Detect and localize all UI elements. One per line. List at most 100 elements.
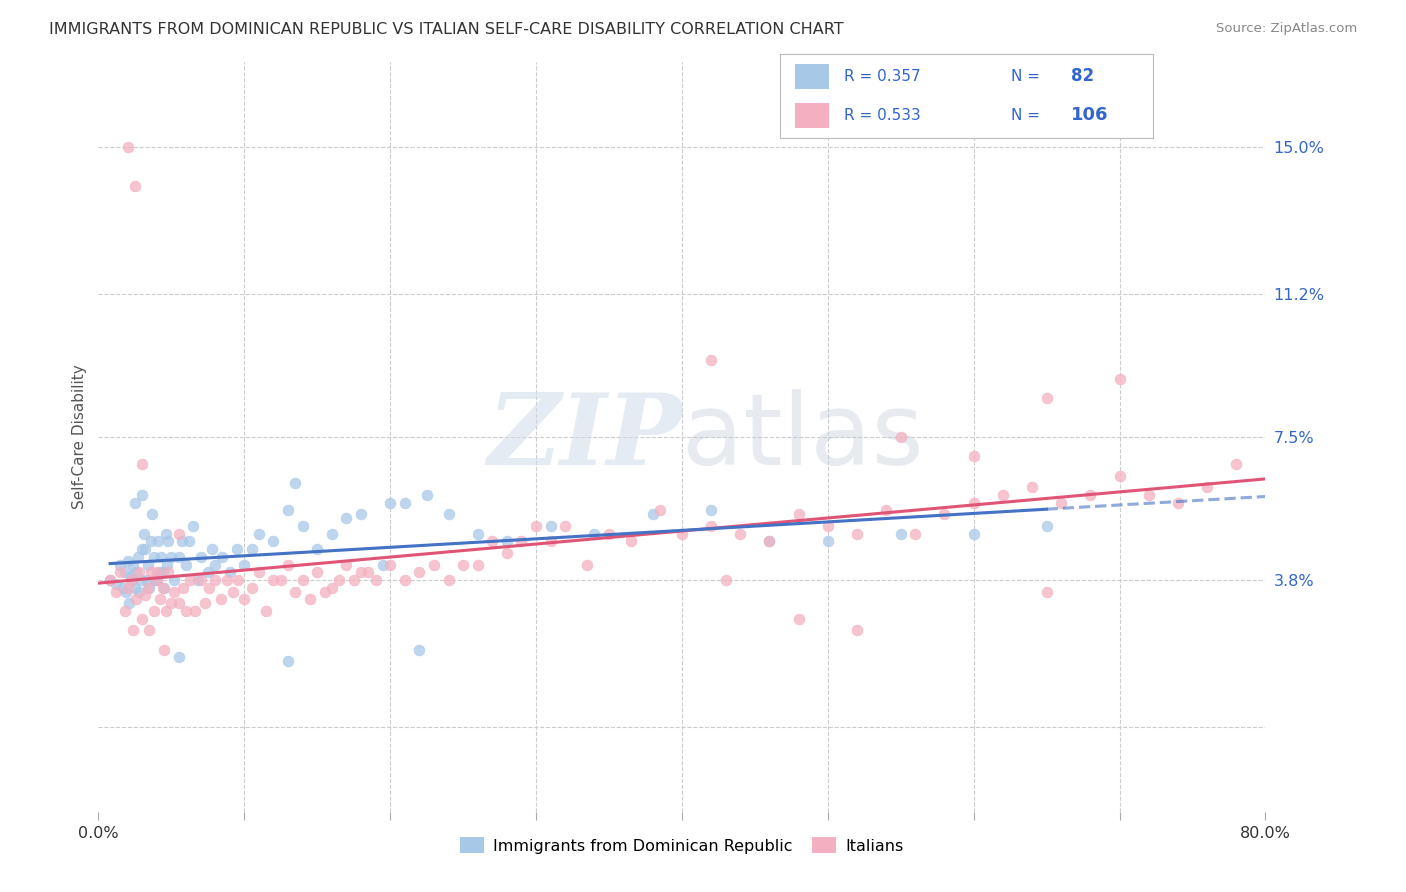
Point <box>1035 392 1057 406</box>
Point <box>380 558 402 572</box>
Point <box>240 581 263 595</box>
Text: R = 0.533: R = 0.533 <box>844 108 921 123</box>
Point <box>226 542 249 557</box>
Point <box>934 508 956 522</box>
Point <box>174 604 197 618</box>
Legend: Immigrants from Dominican Republic, Italians: Immigrants from Dominican Republic, Ital… <box>454 830 910 860</box>
Point <box>991 488 1014 502</box>
Point <box>155 604 177 618</box>
Point <box>136 581 159 595</box>
Point <box>496 546 519 560</box>
Text: N =: N = <box>1011 108 1045 123</box>
Point <box>152 566 174 580</box>
Point <box>415 488 437 502</box>
Point <box>321 581 343 595</box>
Text: atlas: atlas <box>682 389 924 485</box>
Point <box>153 642 176 657</box>
Point <box>240 542 263 557</box>
Point <box>167 526 190 541</box>
Text: N =: N = <box>1011 69 1045 84</box>
Point <box>131 612 153 626</box>
Point <box>128 584 150 599</box>
Point <box>451 558 474 572</box>
Point <box>209 592 232 607</box>
Point <box>307 566 329 580</box>
Point <box>962 526 984 541</box>
Point <box>314 584 336 599</box>
Point <box>181 519 204 533</box>
Point <box>481 534 503 549</box>
Point <box>467 558 489 572</box>
Point <box>335 558 357 572</box>
Point <box>115 584 138 599</box>
Text: IMMIGRANTS FROM DOMINICAN REPUBLIC VS ITALIAN SELF-CARE DISABILITY CORRELATION C: IMMIGRANTS FROM DOMINICAN REPUBLIC VS IT… <box>49 22 844 37</box>
Point <box>1050 496 1073 510</box>
Point <box>120 573 142 587</box>
Point <box>172 581 194 595</box>
Point <box>758 534 780 549</box>
Point <box>128 566 150 580</box>
Point <box>540 534 562 549</box>
Point <box>540 519 562 533</box>
Point <box>198 581 221 595</box>
Point <box>152 581 174 595</box>
Point <box>134 542 156 557</box>
Point <box>1225 457 1247 471</box>
Point <box>190 549 212 564</box>
Point <box>143 573 166 587</box>
Point <box>262 534 284 549</box>
Point <box>423 558 446 572</box>
Point <box>138 581 160 595</box>
Point <box>554 519 576 533</box>
Point <box>1137 488 1160 502</box>
Point <box>291 519 314 533</box>
Point <box>157 566 180 580</box>
Point <box>496 534 519 549</box>
Point <box>138 623 160 637</box>
Point <box>576 558 599 572</box>
Point <box>262 573 284 587</box>
Point <box>132 526 155 541</box>
Point <box>211 549 233 564</box>
Point <box>146 573 169 587</box>
Point <box>962 450 984 464</box>
Point <box>307 542 329 557</box>
Point <box>163 584 186 599</box>
Point <box>343 573 366 587</box>
Point <box>221 584 243 599</box>
Point <box>124 581 146 595</box>
Point <box>125 566 148 580</box>
Point <box>291 573 314 587</box>
Point <box>620 534 643 549</box>
Point <box>98 573 121 587</box>
Point <box>641 508 664 522</box>
Point <box>149 592 172 607</box>
Y-axis label: Self-Care Disability: Self-Care Disability <box>72 365 87 509</box>
Point <box>284 476 307 491</box>
Point <box>122 558 145 572</box>
Point <box>163 573 186 587</box>
Point <box>1021 480 1043 494</box>
Point <box>408 566 430 580</box>
Point <box>131 542 153 557</box>
Point <box>583 526 606 541</box>
Point <box>179 573 201 587</box>
Point <box>321 526 343 541</box>
Point <box>141 508 163 522</box>
Text: 106: 106 <box>1071 106 1108 124</box>
Point <box>350 566 373 580</box>
Point <box>117 581 139 595</box>
Point <box>120 569 142 583</box>
Point <box>167 650 190 665</box>
Point <box>228 573 250 587</box>
Text: R = 0.357: R = 0.357 <box>844 69 921 84</box>
Point <box>124 496 146 510</box>
Point <box>846 526 869 541</box>
Point <box>700 352 723 367</box>
Point <box>139 566 162 580</box>
FancyBboxPatch shape <box>796 103 828 128</box>
Point <box>215 573 238 587</box>
Point <box>114 604 136 618</box>
Point <box>357 566 380 580</box>
Point <box>700 519 723 533</box>
